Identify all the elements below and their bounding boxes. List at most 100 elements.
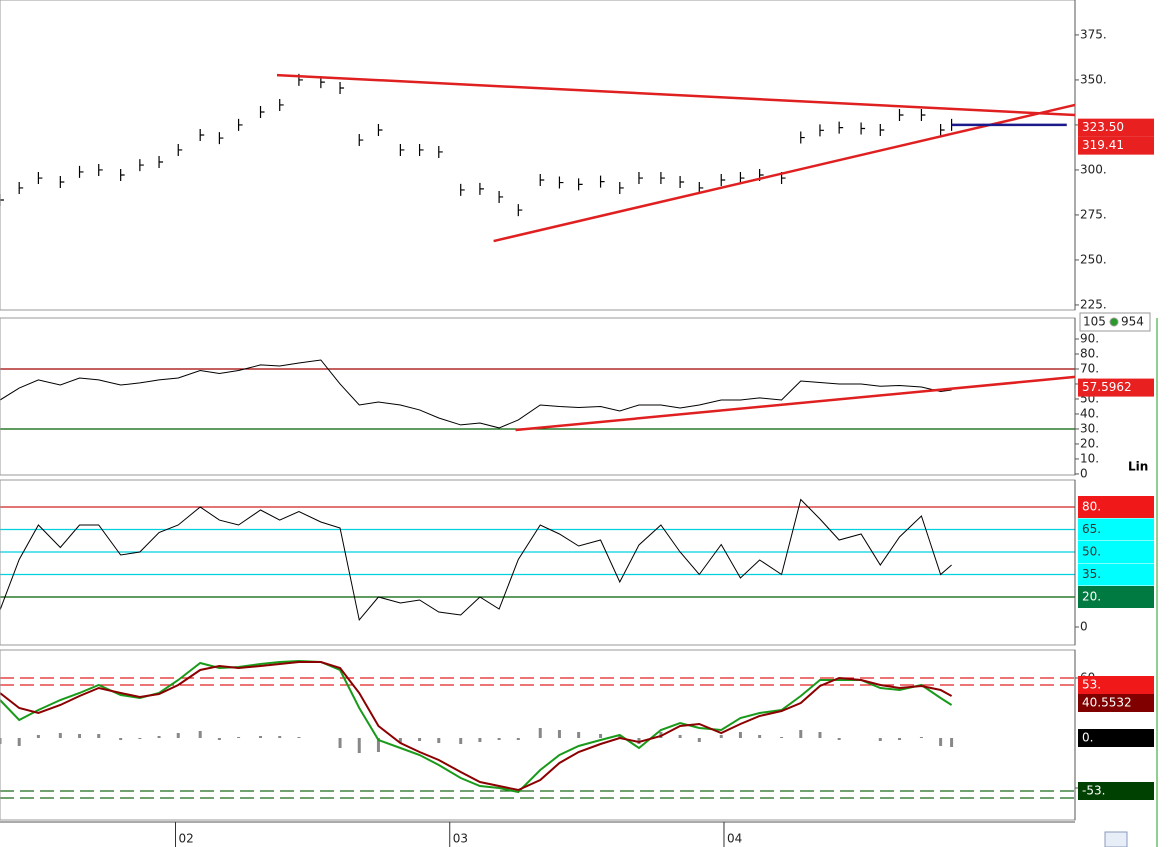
- price-bar: [679, 176, 685, 189]
- price-bar: [940, 123, 945, 136]
- histogram-bar: [919, 737, 923, 738]
- y-tick-label: 0: [1080, 466, 1088, 480]
- price-bar: [377, 123, 383, 136]
- value-box-label: 0.: [1082, 731, 1093, 745]
- price-bar: [660, 172, 665, 185]
- histogram-bar: [459, 738, 463, 744]
- value-box-label: 50.: [1082, 545, 1101, 559]
- histogram-bar: [0, 738, 2, 744]
- histogram-bar: [418, 738, 422, 741]
- price-bar: [158, 156, 164, 169]
- panel: [0, 659, 1075, 799]
- price-bar: [638, 172, 643, 185]
- histogram-bar: [78, 734, 82, 738]
- histogram-bar: [259, 736, 263, 738]
- series-line: [0, 359, 952, 429]
- header-text: 105: [1083, 315, 1106, 329]
- series-line: [0, 498, 952, 622]
- y-tick-label: 30.: [1080, 421, 1099, 435]
- y-tick-label: 275.: [1080, 207, 1107, 221]
- histogram-bar: [338, 738, 342, 748]
- price-bar: [578, 178, 583, 191]
- value-box: [1078, 694, 1154, 712]
- y-tick-label: 0: [1080, 620, 1088, 634]
- y-tick-label: 250.: [1080, 252, 1107, 266]
- histogram-bar: [516, 738, 520, 740]
- histogram-bar: [818, 732, 822, 738]
- histogram-bar: [17, 738, 21, 746]
- price-bar: [479, 182, 484, 195]
- price-bar: [460, 183, 465, 196]
- y-tick-label: 90.: [1080, 331, 1099, 345]
- histogram-bar: [176, 733, 180, 738]
- trend-line: [276, 73, 1076, 117]
- y-tick-label: 300.: [1080, 162, 1107, 176]
- trend-line: [493, 103, 1076, 243]
- histogram-bar: [557, 730, 561, 738]
- histogram-bar: [618, 735, 622, 738]
- y-tick-label: 70.: [1080, 361, 1099, 375]
- histogram-bar: [376, 738, 380, 752]
- panel: [0, 498, 1075, 622]
- value-box: [1078, 563, 1154, 586]
- price-bar: [18, 181, 24, 194]
- value-box-label: 20.: [1082, 590, 1101, 604]
- histogram-bar: [157, 736, 161, 738]
- price-bar: [838, 121, 844, 134]
- price-bar: [199, 129, 205, 142]
- value-box: [1078, 782, 1154, 800]
- value-box: [1078, 118, 1154, 137]
- y-tick-label: 375.: [1080, 27, 1107, 41]
- histogram-bar: [398, 738, 402, 743]
- histogram-bar: [237, 737, 241, 738]
- histogram-bar: [97, 734, 101, 738]
- price-bar: [438, 145, 443, 158]
- price-bar: [879, 123, 885, 136]
- histogram-bar: [878, 738, 882, 741]
- price-bar: [599, 175, 605, 188]
- price-bar: [78, 165, 84, 178]
- value-box-label: 57.5962: [1082, 380, 1132, 394]
- y-tick-label: 350.: [1080, 72, 1107, 86]
- y-tick-label: 20.: [1080, 436, 1099, 450]
- scale-label: Lin: [1128, 460, 1148, 474]
- histogram-bar: [897, 738, 901, 740]
- histogram-bar: [697, 738, 701, 742]
- price-bar: [819, 124, 824, 137]
- value-box-label: 65.: [1082, 522, 1101, 536]
- histogram-bar: [950, 738, 954, 747]
- histogram-bar: [719, 735, 723, 738]
- price-bar: [339, 82, 345, 95]
- trend-line: [515, 375, 1076, 432]
- value-box: [1078, 676, 1154, 694]
- histogram-bar: [217, 738, 221, 740]
- price-bar: [98, 163, 103, 176]
- histogram-bar: [497, 738, 501, 740]
- histogram-bar: [138, 738, 142, 739]
- histogram-bar: [119, 738, 123, 740]
- price-bar: [860, 122, 866, 135]
- series-line: [0, 661, 953, 792]
- value-box-label: 80.: [1082, 500, 1101, 514]
- value-box-label: 323.50: [1082, 120, 1124, 134]
- histogram-bar: [58, 733, 62, 738]
- y-tick-label: 10.: [1080, 451, 1099, 465]
- value-box-label: 319.41: [1082, 138, 1124, 152]
- y-tick-label: 80.: [1080, 346, 1099, 360]
- price-bar: [399, 143, 405, 156]
- price-bar: [120, 168, 125, 181]
- histogram-bar: [939, 738, 943, 746]
- value-box: [1078, 136, 1154, 155]
- value-box: [1078, 541, 1154, 563]
- price-bar: [218, 132, 224, 145]
- value-box-label: -53.: [1082, 784, 1105, 798]
- histogram-bar: [478, 738, 482, 742]
- histogram-bar: [278, 736, 282, 738]
- y-tick-label: 225.: [1080, 297, 1107, 311]
- toolbar-button[interactable]: [1104, 831, 1128, 847]
- histogram-bar: [297, 737, 301, 738]
- price-bar: [619, 181, 624, 194]
- price-bar: [259, 105, 265, 118]
- value-box: [1078, 518, 1154, 541]
